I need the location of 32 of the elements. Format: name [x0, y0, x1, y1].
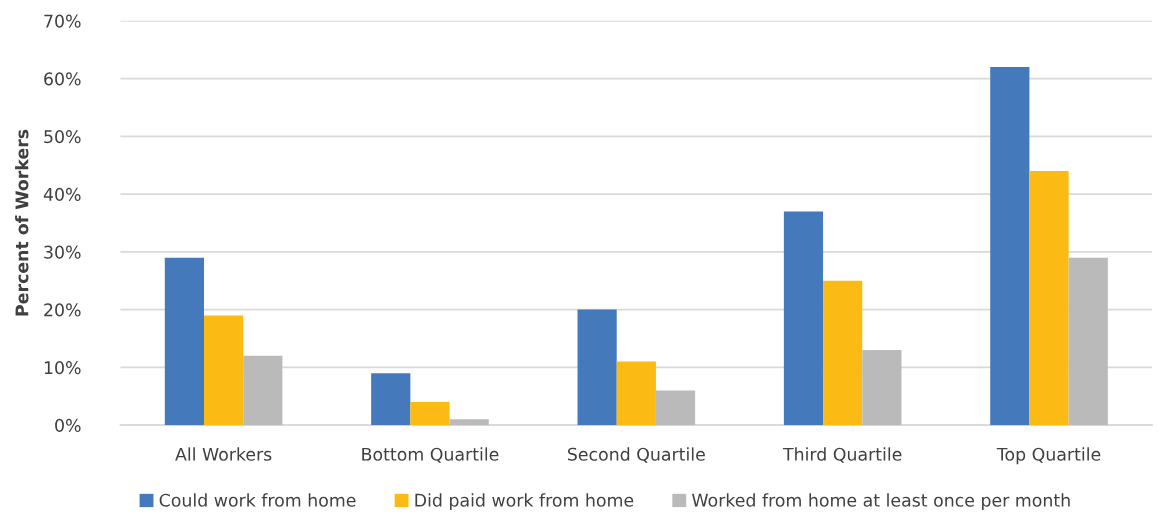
bar — [577, 309, 617, 426]
y-tick-label: 40% — [43, 187, 81, 201]
bar — [862, 350, 902, 426]
bar — [1068, 257, 1108, 426]
bar — [616, 361, 656, 426]
y-axis-title: Percent of Workers — [15, 129, 29, 316]
legend-label: Could work from home — [159, 493, 356, 507]
legend-label: Worked from home at least once per month — [692, 493, 1070, 511]
y-tick-label: 0% — [55, 418, 81, 432]
bar — [990, 67, 1030, 426]
bar — [164, 257, 205, 426]
bar — [449, 419, 489, 426]
y-tick-label: 30% — [44, 245, 81, 259]
bar — [371, 373, 411, 426]
x-tick-label: Second Quartile — [567, 447, 705, 463]
bar — [204, 315, 244, 426]
y-tick-label: 20% — [44, 303, 81, 317]
y-tick-label: 10% — [44, 361, 81, 375]
y-tick-label: 70% — [44, 14, 81, 28]
bar — [243, 355, 283, 426]
x-tick-label: Bottom Quartile — [362, 447, 499, 463]
y-tick-label: 60% — [44, 72, 81, 86]
bar — [410, 402, 450, 426]
x-tick-label: All Workers — [175, 447, 272, 461]
bar — [1029, 171, 1069, 426]
y-tick-label: 50% — [44, 130, 81, 144]
bar — [823, 280, 863, 426]
bar — [655, 390, 696, 426]
bar — [783, 211, 824, 426]
x-tick-label: Third Quartile — [782, 447, 902, 463]
x-tick-label: Top Quartile — [996, 447, 1101, 465]
legend-label: Did paid work from home — [415, 493, 634, 511]
